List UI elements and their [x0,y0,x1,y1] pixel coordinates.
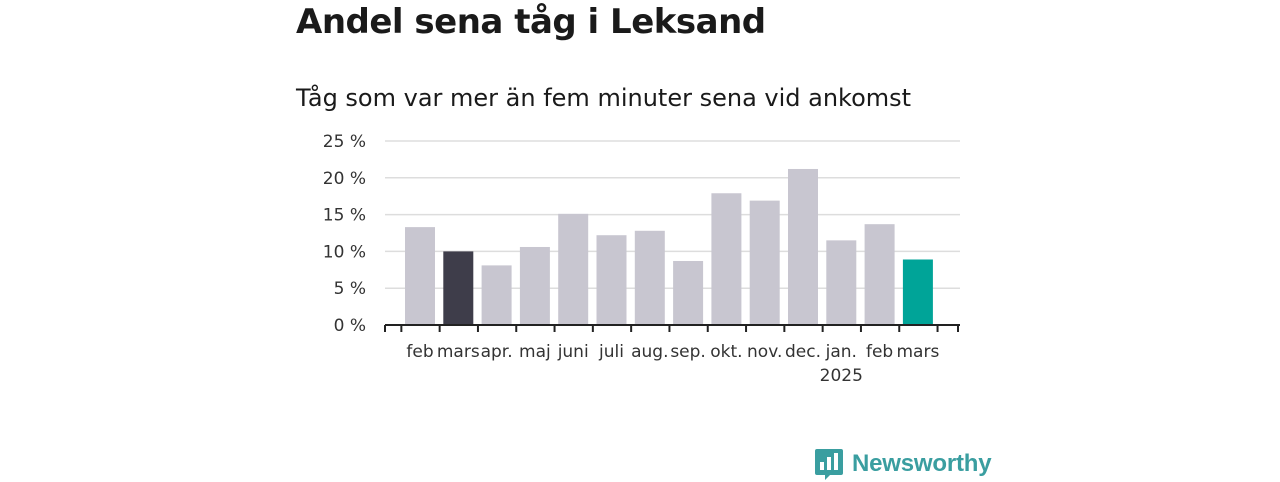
x-tick-label: feb [406,342,433,362]
y-tick-label: 5 % [334,279,366,299]
bar-jan-11 [826,240,857,325]
x-tick-label: aug. [631,342,668,362]
brand-name: Newsworthy [852,450,992,477]
bar-maj-3 [519,246,550,325]
bar-feb-0 [405,227,435,325]
x-tick-label: dec. [785,342,821,362]
bar-mars-1 [443,251,474,325]
bars [405,168,933,325]
y-tick-label: 10 % [323,242,366,262]
bar-apr-2 [481,265,512,325]
x-tick-label: mars [437,342,480,362]
x-tick-label: sep. [670,342,706,362]
bar-feb-12 [864,224,895,325]
x-axis [384,324,960,332]
bar-mars-13 [902,259,933,325]
bar-juni-4 [558,213,589,325]
newsworthy-brand: Newsworthy [815,446,992,482]
x-tick-label: jan. [825,342,857,362]
y-tick-label: 25 % [323,132,366,152]
x-tick-label: feb [866,342,893,362]
y-tick-label: 0 % [334,316,366,336]
bar-aug-6 [634,230,665,325]
x-tick-label: okt. [710,342,742,362]
x-tick-label: nov. [747,342,782,362]
bar-okt-8 [711,193,742,325]
x-axis-tick-labels: feb mars apr. maj juni juli aug. sep. okt. nov. de… [406,342,939,386]
bar-juli-5 [596,235,627,325]
bar-nov-9 [749,200,780,325]
x-tick-label: mars [896,342,939,362]
y-tick-label: 20 % [323,169,366,189]
x-year-label: 2025 [820,366,863,386]
chart-title: Andel sena tåg i Leksand [296,2,766,42]
newsworthy-logo-icon [815,449,843,480]
chart-subtitle: Tåg som var mer än fem minuter sena vid … [296,84,912,112]
x-tick-label: apr. [481,342,513,362]
bar-dec-10 [788,168,818,325]
y-axis-tick-labels: 0 % 5 % 10 % 15 % 20 % 25 % [323,132,366,336]
y-tick-label: 15 % [323,206,366,226]
x-tick-label: maj [519,342,551,362]
gridlines [385,140,960,289]
x-tick-label: juni [557,342,589,362]
x-tick-label: juli [598,342,624,362]
bar-sep-7 [673,260,704,325]
